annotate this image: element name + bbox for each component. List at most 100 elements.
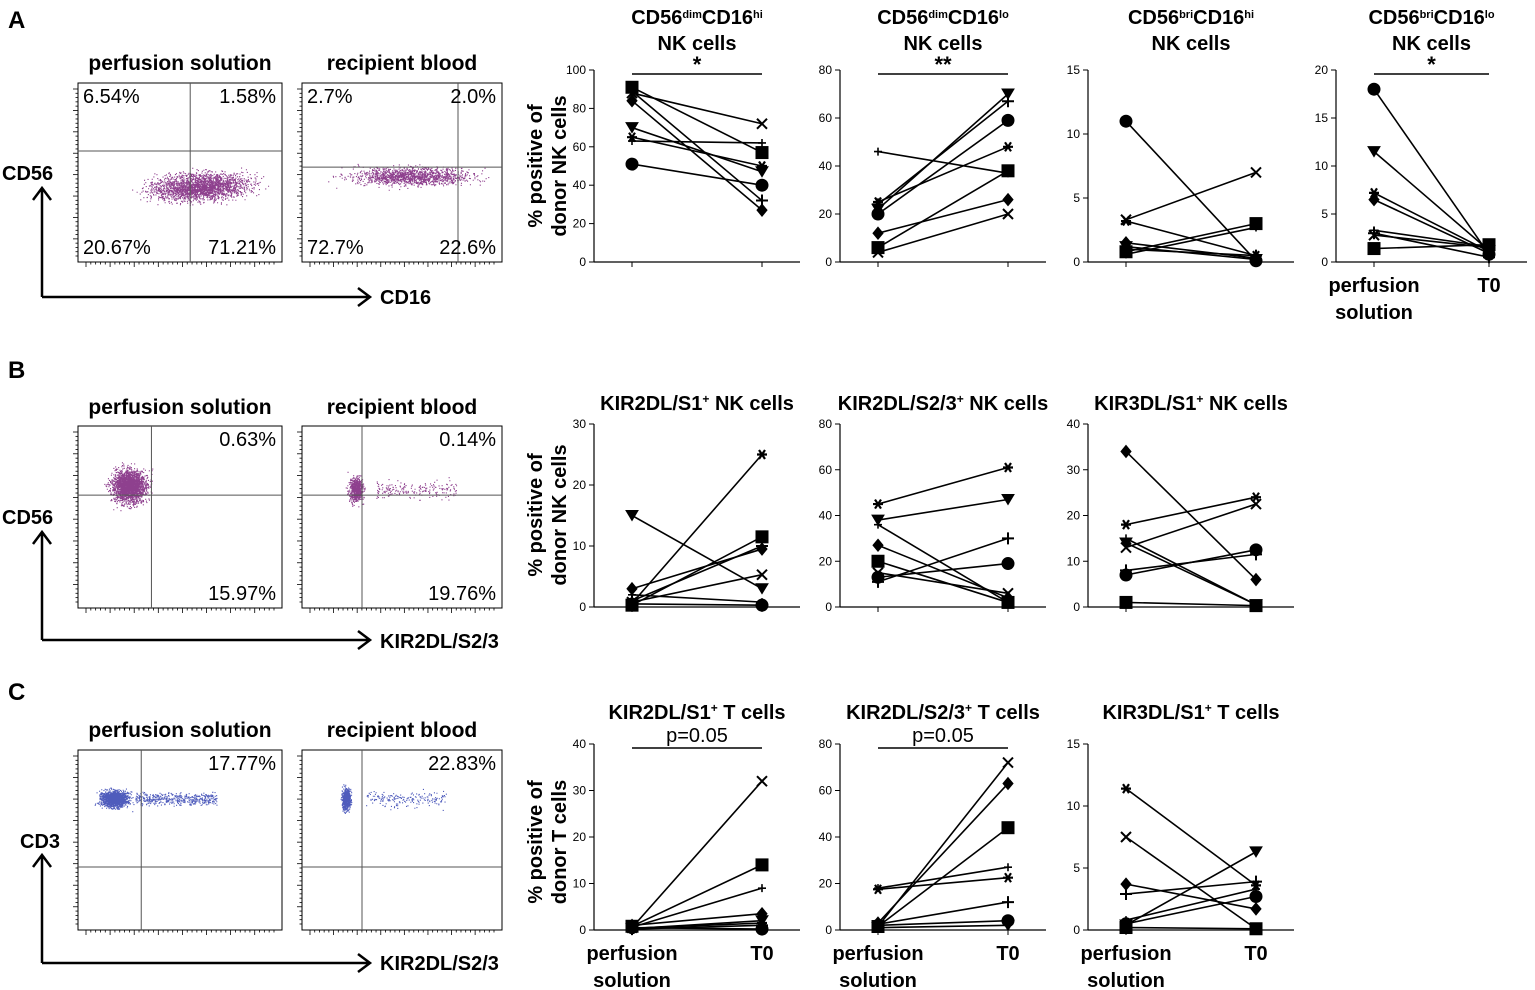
marker-circle	[1001, 557, 1015, 571]
chart-title-line2: NK cells	[1392, 33, 1471, 55]
y-axis-label-line: % positive of	[525, 453, 547, 577]
chart-title-line2: NK cells	[904, 33, 983, 55]
flow-plot-title: recipient blood	[327, 396, 478, 419]
before-after-chart: CD56briCD16lo NK cells 0 5 10 15 20 * perfusion s…	[1315, 7, 1527, 324]
y-marker-label: CD3	[20, 831, 60, 853]
marker-star	[1122, 534, 1130, 543]
series-asterisk	[1121, 215, 1261, 261]
series-line	[877, 560, 1009, 604]
series-line	[1125, 496, 1257, 526]
series-star	[1122, 885, 1260, 925]
x-category-label: solution	[839, 970, 917, 990]
marker-asterisk	[873, 498, 883, 510]
series-line	[631, 140, 763, 144]
marker-asterisk	[757, 917, 767, 929]
marker-square	[755, 858, 769, 872]
chart-title: KIR3DL/S1+ NK cells	[1094, 392, 1288, 415]
series-circle	[871, 557, 1015, 584]
before-after-chart: KIR2DL/S2/3+ T cells 0 20 40 60 80 p=0.05 perfu…	[819, 701, 1046, 990]
y-tick-label: 60	[819, 111, 833, 125]
x-category-label: perfusion	[832, 943, 923, 965]
series-line	[1125, 883, 1257, 910]
series-line	[631, 573, 763, 603]
marker-asterisk	[1003, 462, 1013, 473]
series-star	[628, 137, 766, 147]
series-triangle	[625, 510, 769, 595]
series-circle	[1367, 82, 1496, 261]
series-line	[877, 466, 1009, 505]
flow-plot: recipient blood 22.83%	[297, 719, 503, 935]
marker-star	[1004, 598, 1012, 607]
series-triangle	[1119, 537, 1263, 611]
marker-triangle	[1001, 493, 1015, 506]
series-line	[631, 603, 763, 606]
marker-square	[1367, 242, 1381, 256]
marker-circle	[625, 157, 639, 171]
series-line	[631, 163, 763, 186]
y-axis-label-line: % positive of	[525, 104, 547, 228]
marker-triangle	[871, 514, 885, 527]
series-line	[631, 92, 763, 125]
series-x	[1120, 831, 1262, 935]
y-tick-label: 0	[1073, 600, 1080, 614]
marker-triangle	[1001, 919, 1015, 932]
x-marker-label: CD16	[380, 287, 431, 309]
series-star	[1122, 534, 1260, 609]
series-line	[1125, 171, 1257, 221]
marker-circle	[1119, 114, 1133, 128]
y-axis-label-line: donor NK cells	[549, 444, 571, 585]
flow-plot-title: recipient blood	[327, 52, 478, 75]
flow-plot: perfusion solution 17.77%	[73, 719, 283, 935]
series-star	[874, 863, 1012, 893]
series-line	[631, 887, 763, 928]
series-line	[877, 213, 1009, 254]
quadrant-ur-value: 0.63%	[219, 429, 276, 451]
flow-plot: perfusion solution 6.54% 1.58% 20.67% 71.21%	[73, 52, 283, 267]
series-line	[1373, 150, 1490, 252]
marker-triangle	[755, 583, 769, 595]
series-line	[1125, 926, 1257, 930]
x-category-label: solution	[593, 970, 671, 990]
y-tick-label: 0	[825, 923, 832, 937]
marker-plus	[872, 575, 884, 588]
marker-star	[874, 520, 882, 529]
y-tick-label: 40	[819, 830, 833, 844]
flow-event-dots	[340, 784, 447, 814]
series-square	[871, 164, 1015, 255]
significance-label: p=0.05	[666, 725, 728, 747]
series-line	[631, 453, 763, 604]
series-line	[1125, 220, 1257, 257]
chart-title: KIR2DL/S2/3+ NK cells	[838, 392, 1048, 415]
series-line	[877, 150, 1009, 174]
y-tick-label: 40	[573, 178, 587, 192]
series-line	[1125, 537, 1257, 606]
series-x	[872, 756, 1014, 933]
flow-plot: perfusion solution 0.63% 15.97%	[73, 396, 283, 613]
series-line	[877, 100, 1009, 206]
series-x	[1120, 166, 1262, 226]
series-plus	[1120, 243, 1262, 262]
before-after-chart: KIR2DL/S1+ NK cells 0 10 20 30	[573, 392, 800, 614]
quadrant-ur-value: 22.83%	[428, 753, 496, 775]
marker-x	[1120, 541, 1132, 554]
series-line	[1125, 836, 1257, 930]
x-category-label: perfusion	[1080, 943, 1171, 965]
y-tick-label: 60	[819, 784, 833, 798]
chart-y-axis-label: % positive of donor T cells	[525, 780, 571, 904]
series-line	[1125, 226, 1257, 256]
y-tick-label: 10	[1067, 554, 1081, 568]
flow-event-dots	[132, 167, 270, 206]
y-axis-label-line: donor NK cells	[549, 95, 571, 236]
series-line	[1125, 880, 1257, 895]
flow-plot-title: perfusion solution	[88, 396, 271, 419]
marker-star	[1485, 242, 1493, 251]
flow-event-dots	[345, 471, 458, 508]
series-square	[1119, 921, 1263, 936]
flow-plot: recipient blood 0.14% 19.76%	[297, 396, 503, 613]
chart-title: KIR2DL/S2/3+ T cells	[846, 701, 1040, 724]
y-tick-label: 0	[1073, 255, 1080, 269]
y-tick-label: 5	[1321, 207, 1328, 221]
series-star	[1122, 223, 1260, 259]
y-tick-label: 20	[819, 207, 833, 221]
marker-star	[874, 147, 882, 156]
